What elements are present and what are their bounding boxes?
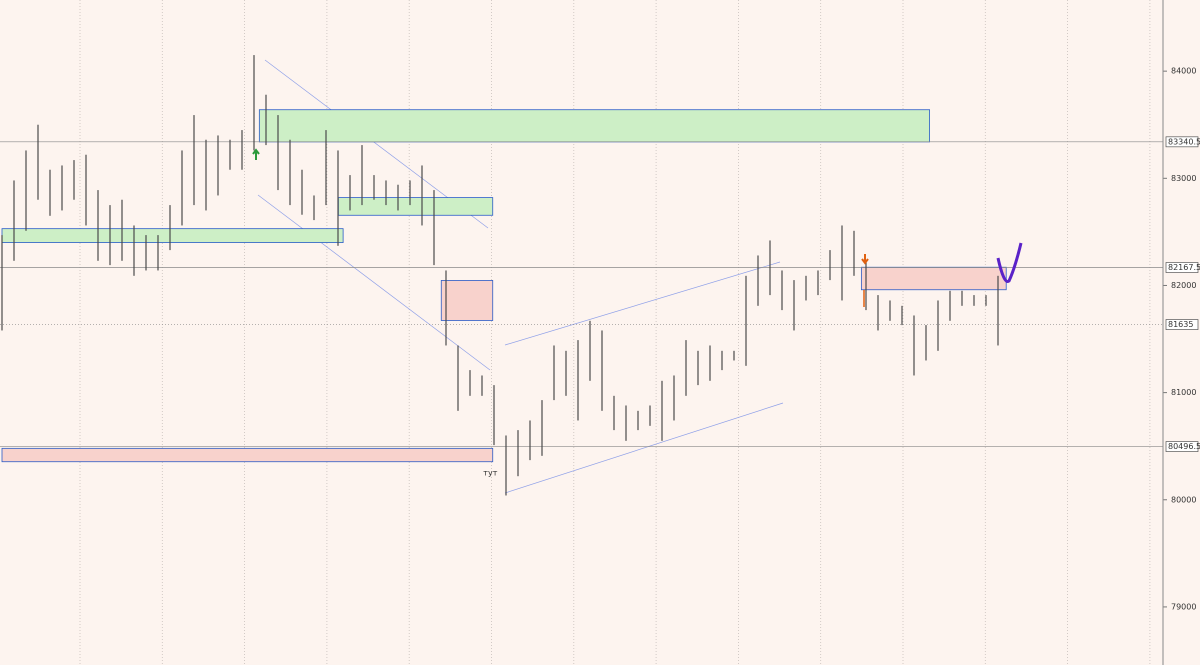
check-mark	[996, 242, 1023, 284]
level-label: 82167.5	[1168, 263, 1200, 272]
arrow-up	[252, 148, 260, 160]
grid: 84000 83000 82000 81000 80000 79000	[79, 0, 1196, 665]
level-label-box	[1165, 441, 1199, 452]
y-tick-label: 84000	[1171, 67, 1196, 76]
trend-line	[504, 261, 781, 346]
y-tick-label: 83000	[1171, 174, 1196, 183]
annotation: тут	[483, 468, 497, 477]
level-label-box	[1165, 319, 1199, 330]
level-label-box	[1165, 136, 1199, 148]
trend-line	[257, 194, 491, 371]
y-tick-label: 80000	[1171, 495, 1196, 504]
y-tick-label: 79000	[1171, 602, 1196, 611]
zone	[1, 228, 344, 243]
zone	[440, 280, 494, 321]
trend-line	[504, 402, 784, 494]
level-label: 81635	[1168, 320, 1193, 329]
level-label: 83340.5	[1168, 137, 1200, 146]
y-tick-label: 81000	[1171, 388, 1196, 397]
zone	[1, 447, 494, 463]
zone	[860, 266, 1007, 291]
arrow-down	[861, 254, 869, 265]
y-tick-label: 82000	[1171, 281, 1196, 290]
zone	[258, 109, 931, 143]
level-label: 80496.5	[1168, 442, 1200, 451]
level-label-box	[1165, 262, 1199, 273]
plot: тут	[0, 55, 1163, 496]
